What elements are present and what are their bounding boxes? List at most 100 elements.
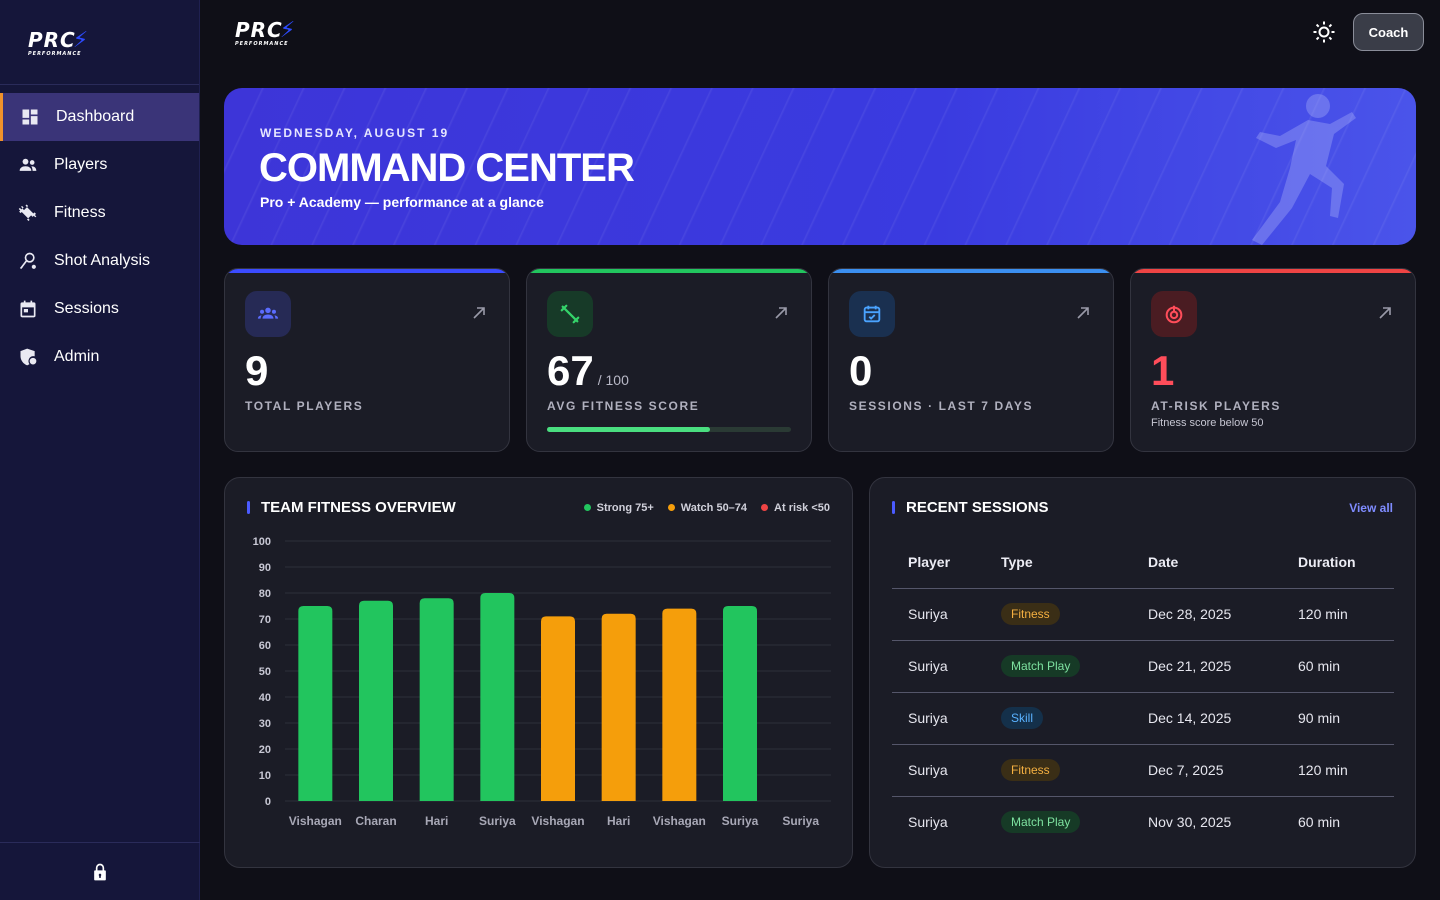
- sidebar-item-sessions[interactable]: Sessions: [0, 285, 199, 333]
- fitness-bar-chart: 0 10 20 30 40 50 60 70 80 90 100 Vishagan Charan Hari…: [253, 536, 831, 828]
- session-duration: 120 min: [1282, 744, 1394, 797]
- session-player: Suriya: [908, 814, 948, 831]
- y-tick-label: 70: [259, 614, 271, 626]
- bar: [359, 600, 393, 801]
- x-tick-label: Suriya: [722, 814, 759, 828]
- view-all-link[interactable]: View all: [1349, 501, 1393, 515]
- sidebar-item-shot-analysis[interactable]: Shot Analysis: [0, 237, 199, 285]
- session-date: Dec 21, 2025: [1132, 640, 1282, 693]
- session-date: Dec 28, 2025: [1132, 588, 1282, 641]
- legend-strong: Strong 75+: [583, 502, 654, 514]
- table-header-row: Player Type Date Duration: [892, 536, 1394, 589]
- hero-banner: WEDNESDAY, AUGUST 19 COMMAND CENTER Pro …: [224, 88, 1416, 245]
- x-tick-label: Suriya: [479, 814, 516, 828]
- sidebar-item-dashboard[interactable]: Dashboard: [0, 93, 199, 141]
- x-tick-label: Vishagan: [653, 814, 706, 828]
- bar: [601, 613, 636, 801]
- group-icon: [257, 307, 279, 319]
- y-tick-label: 100: [253, 536, 271, 548]
- admin-shield-icon: [20, 348, 37, 366]
- stat-card-sessions[interactable]: 0 SESSIONS · LAST 7 DAYS: [828, 268, 1114, 452]
- session-player: Suriya: [892, 692, 985, 745]
- stat-unit: / 100: [597, 372, 629, 388]
- sidebar-item-label: Dashboard: [56, 108, 135, 125]
- sidebar-item-fitness[interactable]: Fitness: [0, 189, 199, 237]
- session-type-badge: Match Play: [1001, 655, 1081, 677]
- fitness-progress-bar: [547, 427, 791, 432]
- sidebar-item-label: Shot Analysis: [54, 252, 151, 269]
- page-title: COMMAND CENTER: [259, 146, 635, 190]
- session-player: Suriya: [892, 640, 985, 693]
- table-row[interactable]: Suriya Fitness Dec 28, 2025 120 min: [892, 588, 1394, 641]
- runner-illustration-icon: [1252, 94, 1356, 245]
- dashboard-icon: [22, 109, 38, 125]
- y-tick-label: 30: [259, 718, 271, 730]
- y-tick-label: 40: [259, 692, 271, 704]
- bar: [480, 593, 515, 801]
- team-fitness-panel: TEAM FITNESS OVERVIEW Strong 75+ Watch 5…: [224, 477, 853, 868]
- stat-card-avg-fitness[interactable]: 67/ 100 AVG FITNESS SCORE: [526, 268, 812, 452]
- bar: [541, 616, 575, 801]
- stat-label: AVG FITNESS SCORE: [547, 399, 700, 413]
- calendar-icon: [20, 300, 36, 318]
- column-header[interactable]: Player: [892, 536, 985, 589]
- arrow-up-right-icon[interactable]: [471, 305, 487, 321]
- topbar: PRC⚡ PERFORMANCE Coach: [200, 0, 1440, 66]
- table-row[interactable]: Suriya Skill Dec 14, 2025 90 min: [892, 692, 1394, 745]
- arrow-up-right-icon[interactable]: [1075, 305, 1091, 321]
- sidebar-item-admin[interactable]: Admin: [0, 333, 199, 381]
- y-tick-label: 20: [259, 744, 271, 756]
- sidebar-item-label: Fitness: [54, 204, 106, 221]
- sidebar-item-label: Players: [54, 156, 108, 173]
- stat-label: AT-RISK PLAYERS: [1151, 399, 1282, 413]
- sessions-table: Player Type Date Duration Suriya Fitness D…: [892, 536, 1394, 848]
- dumbbell-icon: [560, 304, 580, 324]
- session-type-badge: Fitness: [1001, 759, 1060, 781]
- y-tick-label: 90: [259, 562, 271, 574]
- legend-at-risk: At risk <50: [761, 502, 830, 514]
- x-tick-label: Hari: [425, 814, 448, 828]
- panel-title: RECENT SESSIONS: [892, 499, 1049, 516]
- arrow-up-right-icon[interactable]: [773, 305, 789, 321]
- role-button[interactable]: Coach: [1353, 13, 1424, 51]
- x-tick-label: Suriya: [782, 814, 819, 828]
- column-header[interactable]: Date: [1132, 536, 1282, 589]
- hero-date: WEDNESDAY, AUGUST 19: [260, 126, 450, 140]
- stat-value: 67: [547, 347, 594, 394]
- players-icon: [19, 158, 37, 171]
- sidebar-item-players[interactable]: Players: [0, 141, 199, 189]
- session-player: Suriya: [892, 588, 985, 641]
- table-row[interactable]: Suriya Match Play Nov 30, 2025 60 min: [892, 796, 1394, 848]
- bar: [419, 598, 454, 801]
- stat-value: 9: [245, 347, 269, 394]
- bar: [662, 608, 697, 801]
- chart-legend: Strong 75+ Watch 50–74 At risk <50: [583, 502, 830, 514]
- sidebar-item-label: Sessions: [54, 300, 119, 317]
- arrow-up-right-icon[interactable]: [1377, 305, 1393, 321]
- stat-card-at-risk[interactable]: 1 AT-RISK PLAYERS Fitness score below 50: [1130, 268, 1416, 452]
- session-duration: 120 min: [1282, 588, 1394, 641]
- session-duration: 60 min: [1298, 814, 1341, 831]
- y-tick-label: 80: [259, 588, 271, 600]
- runner-logo-icon: ⚡: [279, 18, 297, 43]
- sidebar-lock[interactable]: [0, 842, 200, 900]
- stat-value: 1: [1151, 347, 1175, 394]
- table-row[interactable]: Suriya Match Play Dec 21, 2025 60 min: [892, 640, 1394, 693]
- sidebar-logo[interactable]: PRC⚡ PERFORMANCE: [0, 0, 199, 85]
- stat-card-total-players[interactable]: 9 TOTAL PLAYERS: [224, 268, 510, 452]
- session-duration: 60 min: [1282, 640, 1394, 693]
- session-type-badge: Fitness: [1001, 603, 1060, 625]
- x-tick-label: Vishagan: [289, 814, 342, 828]
- bar: [723, 606, 757, 801]
- recent-sessions-panel: RECENT SESSIONS View all Player Type Dat…: [869, 477, 1416, 868]
- sidebar-item-label: Admin: [54, 348, 100, 365]
- session-date: Dec 7, 2025: [1132, 744, 1282, 797]
- sidebar: PRC⚡ PERFORMANCE Dashboard Players Fitne…: [0, 0, 200, 900]
- table-row[interactable]: Suriya Fitness Dec 7, 2025 120 min: [892, 744, 1394, 797]
- header-logo[interactable]: PRC⚡ PERFORMANCE: [235, 18, 297, 47]
- session-date: Dec 14, 2025: [1132, 692, 1282, 745]
- column-header[interactable]: Duration: [1282, 536, 1394, 589]
- x-tick-label: Charan: [355, 814, 396, 828]
- column-header[interactable]: Type: [985, 536, 1132, 589]
- sun-icon[interactable]: [1312, 20, 1336, 44]
